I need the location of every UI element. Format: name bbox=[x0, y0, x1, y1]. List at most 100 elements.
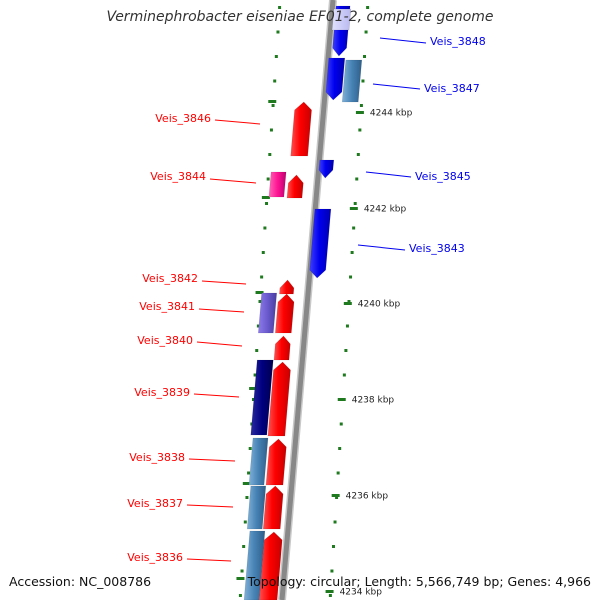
label-leader-veis-3842 bbox=[201, 280, 247, 285]
gene-label-veis-3841[interactable]: Veis_3841 bbox=[139, 300, 195, 313]
gene-veis-3839-cog-glyph bbox=[250, 359, 274, 436]
gene-veis-3836-glyph bbox=[258, 531, 283, 600]
kbp-tick-mark bbox=[355, 111, 364, 114]
gene-veis-3837-glyph bbox=[262, 485, 284, 530]
backbone-line bbox=[279, 0, 336, 600]
label-leader-veis-3844 bbox=[209, 178, 257, 184]
dot-mark bbox=[342, 373, 346, 377]
dot-mark bbox=[263, 226, 267, 230]
label-leader-veis-3837 bbox=[186, 504, 234, 508]
gene-veis-3837-cog-glyph bbox=[246, 485, 267, 530]
dot-mark bbox=[345, 324, 349, 328]
dot-mark bbox=[344, 349, 348, 352]
accession-text: Accession: NC_008786 bbox=[9, 574, 152, 589]
label-lines-layer bbox=[186, 37, 427, 562]
genes-layer bbox=[243, 5, 363, 600]
major-dash bbox=[261, 196, 270, 199]
major-dash bbox=[255, 291, 264, 294]
dot-mark bbox=[364, 30, 368, 34]
dot-mark bbox=[268, 153, 272, 156]
dot-mark bbox=[328, 594, 332, 597]
major-dash bbox=[242, 482, 251, 485]
label-leader-veis-3843 bbox=[357, 244, 406, 251]
gene-label-veis-3848[interactable]: Veis_3848 bbox=[430, 35, 486, 48]
gene-veis-3840-glyph bbox=[273, 335, 291, 361]
label-leader-veis-3841 bbox=[198, 308, 245, 313]
dot-mark bbox=[338, 447, 342, 450]
gene-label-veis-3838[interactable]: Veis_3838 bbox=[129, 451, 185, 464]
genome-summary-text: Topology: circular; Length: 5,566,749 bp… bbox=[247, 574, 591, 589]
major-dash bbox=[249, 387, 258, 390]
gene-veis-3842-glyph bbox=[279, 279, 295, 295]
kbp-tick-label: 4244 kbp bbox=[370, 109, 413, 119]
gene-veis-3844-glyph bbox=[286, 174, 304, 199]
gene-label-veis-3847[interactable]: Veis_3847 bbox=[424, 82, 480, 95]
kbp-tick-label: 4242 kbp bbox=[364, 205, 407, 215]
gene-veis-3841-cog-glyph bbox=[257, 292, 278, 334]
dot-mark bbox=[363, 55, 367, 58]
gene-label-veis-3836[interactable]: Veis_3836 bbox=[127, 551, 183, 564]
gene-veis-3847-cog-glyph bbox=[341, 59, 363, 103]
dot-mark bbox=[251, 398, 255, 401]
dot-mark bbox=[333, 520, 337, 524]
dot-mark bbox=[265, 202, 269, 205]
gene-veis-3838-glyph bbox=[265, 438, 287, 486]
dot-mark bbox=[335, 496, 339, 499]
dot-mark bbox=[356, 153, 360, 156]
dot-mark bbox=[347, 300, 351, 303]
dot-mark bbox=[355, 177, 359, 181]
gene-label-veis-3843[interactable]: Veis_3843 bbox=[409, 242, 465, 255]
gene-label-veis-3839[interactable]: Veis_3839 bbox=[134, 386, 190, 399]
major-dash bbox=[236, 577, 245, 580]
gene-veis-3839-glyph bbox=[267, 361, 291, 437]
label-leader-veis-3848 bbox=[379, 37, 427, 44]
dot-mark bbox=[274, 55, 278, 58]
dot-mark bbox=[366, 6, 370, 9]
gene-label-veis-3837[interactable]: Veis_3837 bbox=[127, 497, 183, 510]
major-dash bbox=[268, 100, 277, 103]
kbp-tick-label: 4234 kbp bbox=[340, 588, 383, 598]
dot-mark bbox=[243, 520, 247, 524]
label-leader-veis-3846 bbox=[214, 119, 261, 125]
label-leader-veis-3845 bbox=[365, 171, 412, 178]
label-leader-veis-3838 bbox=[188, 458, 236, 462]
gene-label-veis-3846[interactable]: Veis_3846 bbox=[155, 112, 211, 125]
gene-label-veis-3845[interactable]: Veis_3845 bbox=[415, 170, 471, 183]
kbp-tick-label: 4240 kbp bbox=[358, 300, 401, 310]
gene-veis-3844-cog-glyph bbox=[268, 171, 287, 198]
dot-mark bbox=[353, 202, 357, 205]
dot-mark bbox=[261, 251, 265, 254]
dot-mark bbox=[331, 545, 335, 548]
gene-label-veis-3844[interactable]: Veis_3844 bbox=[150, 170, 206, 183]
kbp-tick-mark bbox=[325, 590, 334, 593]
dot-mark bbox=[350, 251, 354, 254]
dot-mark bbox=[271, 104, 275, 107]
backbone-layer bbox=[278, 0, 337, 600]
dot-mark bbox=[336, 471, 340, 475]
dot-mark bbox=[276, 30, 280, 34]
dot-mark bbox=[238, 594, 242, 597]
dot-mark bbox=[359, 104, 363, 107]
dot-mark bbox=[248, 447, 252, 450]
gene-veis-3841-glyph bbox=[274, 293, 295, 334]
gene-veis-3836-cog-glyph bbox=[243, 530, 266, 600]
gene-label-veis-3840[interactable]: Veis_3840 bbox=[137, 334, 193, 347]
kbp-tick-mark bbox=[349, 207, 358, 210]
dot-mark bbox=[330, 569, 334, 573]
gene-veis-3848-cog-glyph bbox=[331, 8, 352, 31]
kbp-tick-label: 4236 kbp bbox=[346, 492, 389, 502]
labels-layer: 4244 kbp 4242 kbp 4240 kbp 4238 kbp 4236 kbp… bbox=[127, 35, 485, 598]
map-title: Verminephrobacter eiseniae EF01-2, compl… bbox=[106, 9, 494, 25]
gene-veis-3838-cog-glyph bbox=[248, 437, 269, 486]
gene-label-veis-3842[interactable]: Veis_3842 bbox=[142, 272, 198, 285]
dot-mark bbox=[266, 177, 270, 181]
kbp-tick-label: 4238 kbp bbox=[352, 396, 395, 406]
tick-dots-layer bbox=[236, 6, 370, 597]
gene-veis-3846-glyph bbox=[290, 101, 312, 157]
dot-mark bbox=[358, 128, 362, 132]
kbp-tick-mark bbox=[337, 398, 346, 401]
dot-mark bbox=[256, 324, 260, 328]
dot-mark bbox=[352, 226, 356, 230]
dot-mark bbox=[245, 496, 249, 499]
